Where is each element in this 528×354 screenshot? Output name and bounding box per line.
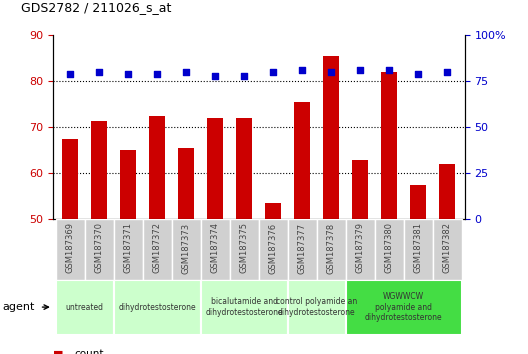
- Text: agent: agent: [3, 302, 35, 312]
- Text: GSM187379: GSM187379: [356, 222, 365, 274]
- Bar: [288, 280, 346, 335]
- Text: untreated: untreated: [65, 303, 103, 312]
- Text: GSM187375: GSM187375: [240, 222, 249, 274]
- Bar: [381, 72, 397, 219]
- Bar: [91, 120, 107, 219]
- Text: GSM187381: GSM187381: [414, 222, 423, 274]
- Point: [182, 69, 191, 75]
- Text: GSM187372: GSM187372: [153, 222, 162, 274]
- Text: count: count: [74, 349, 103, 354]
- Bar: [294, 102, 310, 219]
- Bar: [433, 219, 462, 280]
- Text: dihydrotestosterone: dihydrotestosterone: [118, 303, 196, 312]
- Bar: [317, 219, 346, 280]
- Text: GSM187376: GSM187376: [269, 222, 278, 274]
- Bar: [323, 56, 339, 219]
- Bar: [62, 139, 78, 219]
- Point: [211, 73, 220, 79]
- Point: [240, 73, 249, 79]
- Point: [327, 69, 335, 75]
- Point: [443, 69, 451, 75]
- Bar: [352, 160, 368, 219]
- Bar: [55, 219, 84, 280]
- Bar: [172, 219, 201, 280]
- Bar: [201, 280, 288, 335]
- Text: GSM187380: GSM187380: [385, 222, 394, 274]
- Text: GDS2782 / 211026_s_at: GDS2782 / 211026_s_at: [21, 1, 172, 14]
- Text: control polyamide an
dihydrotestosterone: control polyamide an dihydrotestosterone: [276, 297, 357, 317]
- Bar: [55, 280, 114, 335]
- Bar: [149, 116, 165, 219]
- Point: [124, 71, 133, 77]
- Bar: [346, 280, 462, 335]
- Bar: [120, 150, 136, 219]
- Text: GSM187374: GSM187374: [211, 222, 220, 274]
- Text: GSM187369: GSM187369: [65, 222, 74, 274]
- Text: GSM187373: GSM187373: [182, 222, 191, 274]
- Bar: [178, 148, 194, 219]
- Text: GSM187371: GSM187371: [124, 222, 133, 274]
- Bar: [439, 164, 455, 219]
- Text: GSM187377: GSM187377: [298, 222, 307, 274]
- Bar: [84, 219, 114, 280]
- Point: [414, 71, 422, 77]
- Bar: [346, 219, 375, 280]
- Point: [153, 71, 162, 77]
- Text: GSM187382: GSM187382: [443, 222, 452, 274]
- Text: bicalutamide and
dihydrotestosterone: bicalutamide and dihydrotestosterone: [205, 297, 283, 317]
- Point: [269, 69, 277, 75]
- Text: GSM187378: GSM187378: [327, 222, 336, 274]
- Bar: [410, 185, 426, 219]
- Text: ■: ■: [53, 349, 63, 354]
- Bar: [404, 219, 433, 280]
- Bar: [201, 219, 230, 280]
- Bar: [236, 118, 252, 219]
- Text: WGWWCW
polyamide and
dihydrotestosterone: WGWWCW polyamide and dihydrotestosterone: [365, 292, 442, 322]
- Bar: [375, 219, 404, 280]
- Text: GSM187370: GSM187370: [95, 222, 103, 274]
- Point: [298, 68, 306, 73]
- Bar: [265, 203, 281, 219]
- Point: [356, 68, 364, 73]
- Bar: [288, 219, 317, 280]
- Point: [66, 71, 74, 77]
- Bar: [114, 280, 201, 335]
- Bar: [114, 219, 143, 280]
- Bar: [230, 219, 259, 280]
- Bar: [259, 219, 288, 280]
- Bar: [207, 118, 223, 219]
- Bar: [143, 219, 172, 280]
- Point: [385, 68, 393, 73]
- Point: [95, 69, 103, 75]
